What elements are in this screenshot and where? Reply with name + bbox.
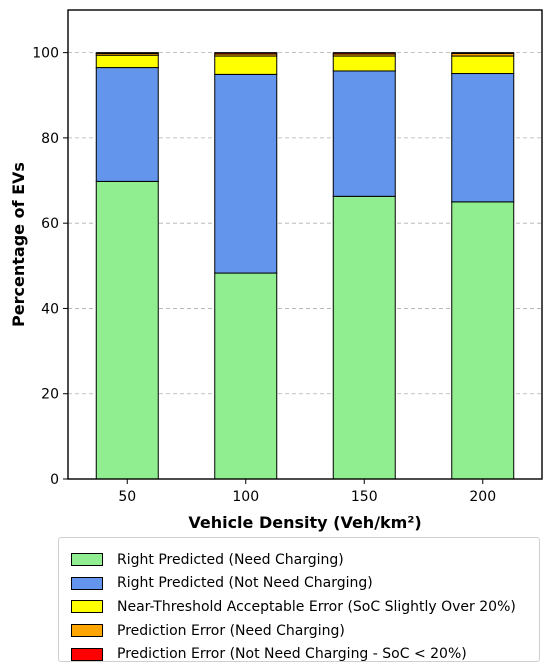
x-axis-label: Vehicle Density (Veh/km²) bbox=[188, 513, 421, 532]
bar-segment bbox=[95, 180, 159, 480]
y-tick-label: 40 bbox=[41, 301, 59, 317]
x-tick-label: 150 bbox=[351, 489, 378, 505]
bars bbox=[95, 52, 515, 480]
bar-segment bbox=[95, 54, 159, 69]
legend-swatch bbox=[71, 576, 103, 590]
legend-swatch bbox=[71, 647, 103, 661]
y-tick-label: 0 bbox=[50, 472, 59, 488]
legend-label: Right Predicted (Not Need Charging) bbox=[117, 575, 373, 592]
bar-segment bbox=[95, 67, 159, 182]
stacked-bar-chart: 0 20 40 60 80 100 50 100 150 200 Percentage of E… bbox=[9, 9, 543, 532]
y-tick-label: 100 bbox=[32, 46, 59, 62]
legend-item: Prediction Error (Need Charging) bbox=[71, 619, 539, 643]
y-tick-label: 80 bbox=[41, 131, 59, 147]
bar-segment bbox=[451, 55, 515, 75]
bar-segment bbox=[214, 272, 278, 480]
plot-frame bbox=[67, 9, 543, 480]
legend: Right Predicted (Need Charging) Right Pr… bbox=[58, 537, 540, 662]
x-tick-label: 50 bbox=[118, 489, 136, 505]
legend-item: Near-Threshold Acceptable Error (SoC Sli… bbox=[71, 595, 539, 619]
bar-segment bbox=[332, 52, 396, 55]
bar-segment bbox=[332, 195, 396, 480]
bar-segment bbox=[214, 55, 278, 75]
legend-swatch bbox=[71, 553, 103, 567]
legend-swatch bbox=[71, 624, 103, 638]
y-tick-label: 20 bbox=[41, 387, 59, 403]
bar-segment bbox=[451, 52, 515, 54]
legend-label: Near-Threshold Acceptable Error (SoC Sli… bbox=[117, 598, 516, 615]
x-axis-ticks: 50 100 150 200 bbox=[118, 479, 496, 505]
bar-segment bbox=[332, 55, 396, 72]
legend-label: Prediction Error (Not Need Charging - So… bbox=[117, 646, 467, 663]
y-axis-label: Percentage of EVs bbox=[9, 162, 28, 327]
legend-item: Right Predicted (Need Charging) bbox=[71, 548, 539, 572]
bar-segment bbox=[451, 201, 515, 480]
legend-item: Prediction Error (Not Need Charging - So… bbox=[71, 642, 539, 666]
x-tick-label: 100 bbox=[232, 489, 259, 505]
legend-label: Right Predicted (Need Charging) bbox=[117, 551, 344, 568]
y-axis-ticks: 0 20 40 60 80 100 bbox=[32, 46, 68, 488]
legend-swatch bbox=[71, 600, 103, 614]
bar-segment bbox=[451, 73, 515, 203]
y-tick-label: 60 bbox=[41, 216, 59, 232]
x-tick-label: 200 bbox=[469, 489, 496, 505]
bar-segment bbox=[95, 52, 159, 54]
legend-label: Prediction Error (Need Charging) bbox=[117, 622, 345, 639]
legend-item: Right Predicted (Not Need Charging) bbox=[71, 572, 539, 596]
bar-segment bbox=[214, 52, 278, 55]
bar-segment bbox=[332, 70, 396, 197]
bar-segment bbox=[214, 73, 278, 274]
